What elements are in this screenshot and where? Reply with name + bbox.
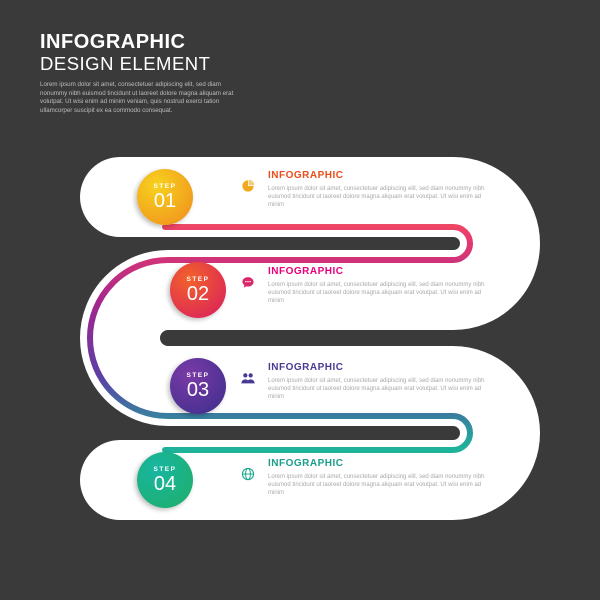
step-title: INFOGRAPHIC: [268, 266, 488, 277]
step-circle-02: STEP 02: [170, 262, 226, 318]
step-block-03: INFOGRAPHIC Lorem ipsum dolor sit amet, …: [268, 362, 488, 401]
step-number: 01: [154, 191, 176, 211]
step-circle-04: STEP 04: [137, 452, 193, 508]
step-number: 04: [154, 474, 176, 494]
step-title: INFOGRAPHIC: [268, 362, 488, 373]
step-body: Lorem ipsum dolor sit amet, consectetuer…: [268, 281, 488, 305]
step-circle-01: STEP 01: [137, 169, 193, 225]
step-label: STEP: [154, 466, 177, 473]
step-block-02: INFOGRAPHIC Lorem ipsum dolor sit amet, …: [268, 266, 488, 305]
globe-icon: [240, 466, 256, 482]
users-icon: [240, 370, 256, 386]
canvas: INFOGRAPHIC DESIGN ELEMENT Lorem ipsum d…: [0, 0, 600, 600]
step-body: Lorem ipsum dolor sit amet, consectetuer…: [268, 185, 488, 209]
step-title: INFOGRAPHIC: [268, 170, 488, 181]
step-block-01: INFOGRAPHIC Lorem ipsum dolor sit amet, …: [268, 170, 488, 209]
step-body: Lorem ipsum dolor sit amet, consectetuer…: [268, 473, 488, 497]
step-title: INFOGRAPHIC: [268, 458, 488, 469]
step-circle-03: STEP 03: [170, 358, 226, 414]
step-number: 02: [187, 284, 209, 304]
step-body: Lorem ipsum dolor sit amet, consectetuer…: [268, 377, 488, 401]
step-number: 03: [187, 380, 209, 400]
pie-icon: [240, 178, 256, 194]
step-block-04: INFOGRAPHIC Lorem ipsum dolor sit amet, …: [268, 458, 488, 497]
chat-icon: [240, 274, 256, 290]
step-label: STEP: [154, 183, 177, 190]
step-label: STEP: [187, 372, 210, 379]
step-label: STEP: [187, 276, 210, 283]
